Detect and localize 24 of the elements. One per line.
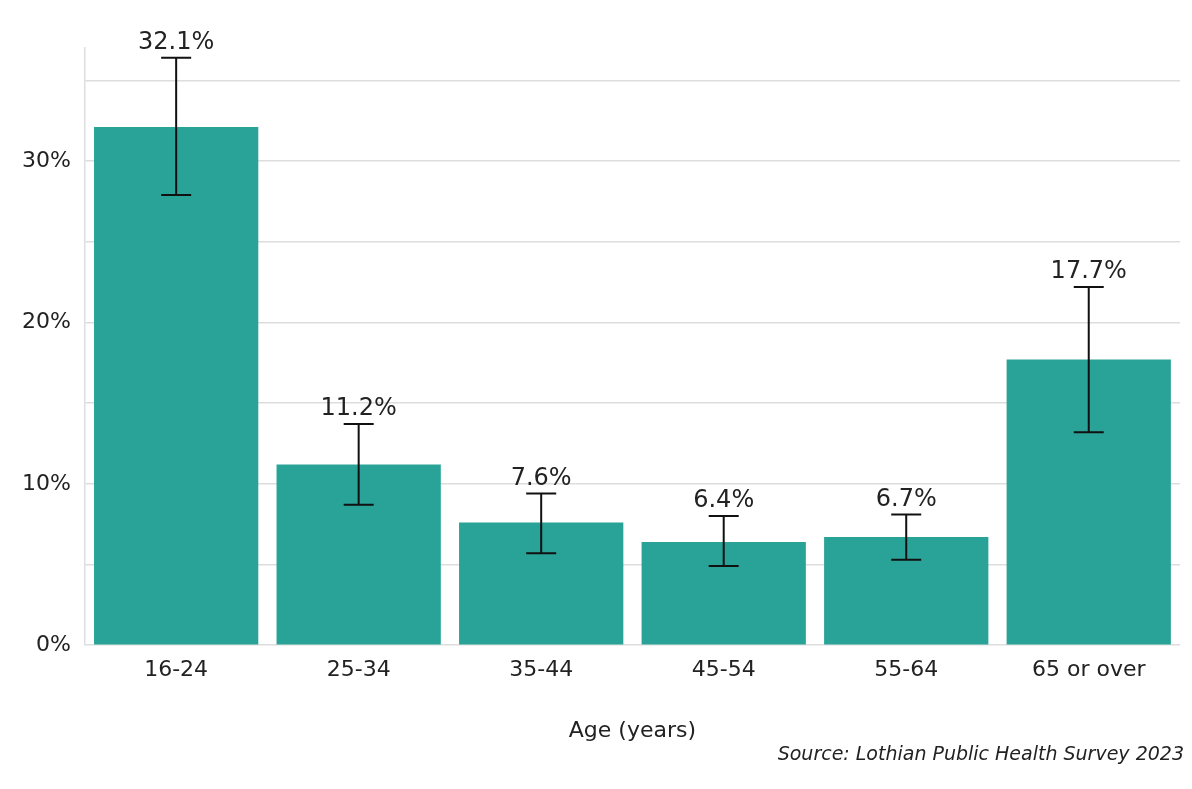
data-label: 32.1% — [138, 26, 215, 55]
bar — [459, 522, 624, 645]
data-label: 6.7% — [875, 483, 937, 512]
bar — [276, 464, 441, 645]
y-tick-label: 10% — [21, 469, 71, 495]
bar — [94, 127, 259, 645]
data-label: 7.6% — [510, 462, 572, 491]
x-tick-label: 25-34 — [326, 656, 391, 682]
x-tick-label: 45-54 — [691, 656, 756, 682]
x-tick-label: 55-64 — [874, 656, 939, 682]
data-label: 11.2% — [320, 393, 397, 422]
y-tick-label: 20% — [21, 308, 71, 334]
bar — [824, 537, 989, 645]
x-tick-label: 16-24 — [144, 656, 209, 682]
x-axis-title: Age (years) — [568, 716, 697, 742]
x-tick-label: 35-44 — [509, 656, 574, 682]
y-tick-label: 0% — [35, 630, 71, 656]
x-tick-label: 65 or over — [1031, 656, 1147, 682]
y-tick-label: 30% — [21, 146, 71, 172]
data-label: 6.4% — [693, 485, 755, 514]
source-note: Source: Lothian Public Health Survey 2023 — [776, 742, 1184, 764]
bar — [641, 541, 806, 645]
data-label: 17.7% — [1050, 256, 1127, 285]
bar — [1006, 359, 1171, 645]
